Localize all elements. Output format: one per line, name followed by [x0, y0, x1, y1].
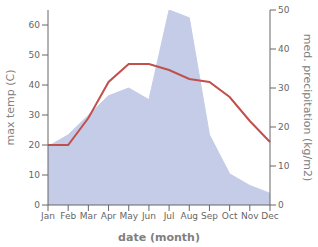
svg-text:Jun: Jun [141, 211, 156, 221]
svg-text:Nov: Nov [241, 211, 259, 221]
svg-text:0: 0 [34, 200, 40, 210]
svg-text:Mar: Mar [80, 211, 97, 221]
svg-text:max temp (C): max temp (C) [8, 69, 17, 145]
svg-text:Apr: Apr [101, 211, 117, 221]
svg-text:Dec: Dec [261, 211, 278, 221]
svg-text:Feb: Feb [60, 211, 76, 221]
svg-text:50: 50 [278, 5, 290, 15]
svg-text:40: 40 [29, 80, 41, 90]
svg-text:0: 0 [278, 200, 284, 210]
svg-text:30: 30 [29, 110, 41, 120]
svg-text:10: 10 [278, 161, 290, 171]
svg-text:date (month): date (month) [118, 231, 200, 244]
svg-text:med. precipitation (kg/m2): med. precipitation (kg/m2) [301, 34, 310, 182]
svg-text:20: 20 [29, 140, 41, 150]
svg-text:Jul: Jul [163, 211, 175, 221]
svg-text:Jan: Jan [40, 211, 55, 221]
svg-text:50: 50 [29, 50, 41, 60]
svg-text:Sep: Sep [201, 211, 218, 221]
svg-text:Oct: Oct [222, 211, 238, 221]
svg-text:10: 10 [29, 170, 41, 180]
svg-text:40: 40 [278, 44, 290, 54]
svg-text:May: May [119, 211, 138, 221]
svg-text:20: 20 [278, 122, 290, 132]
svg-text:30: 30 [278, 83, 290, 93]
svg-text:60: 60 [29, 20, 41, 30]
svg-text:Aug: Aug [180, 211, 198, 221]
